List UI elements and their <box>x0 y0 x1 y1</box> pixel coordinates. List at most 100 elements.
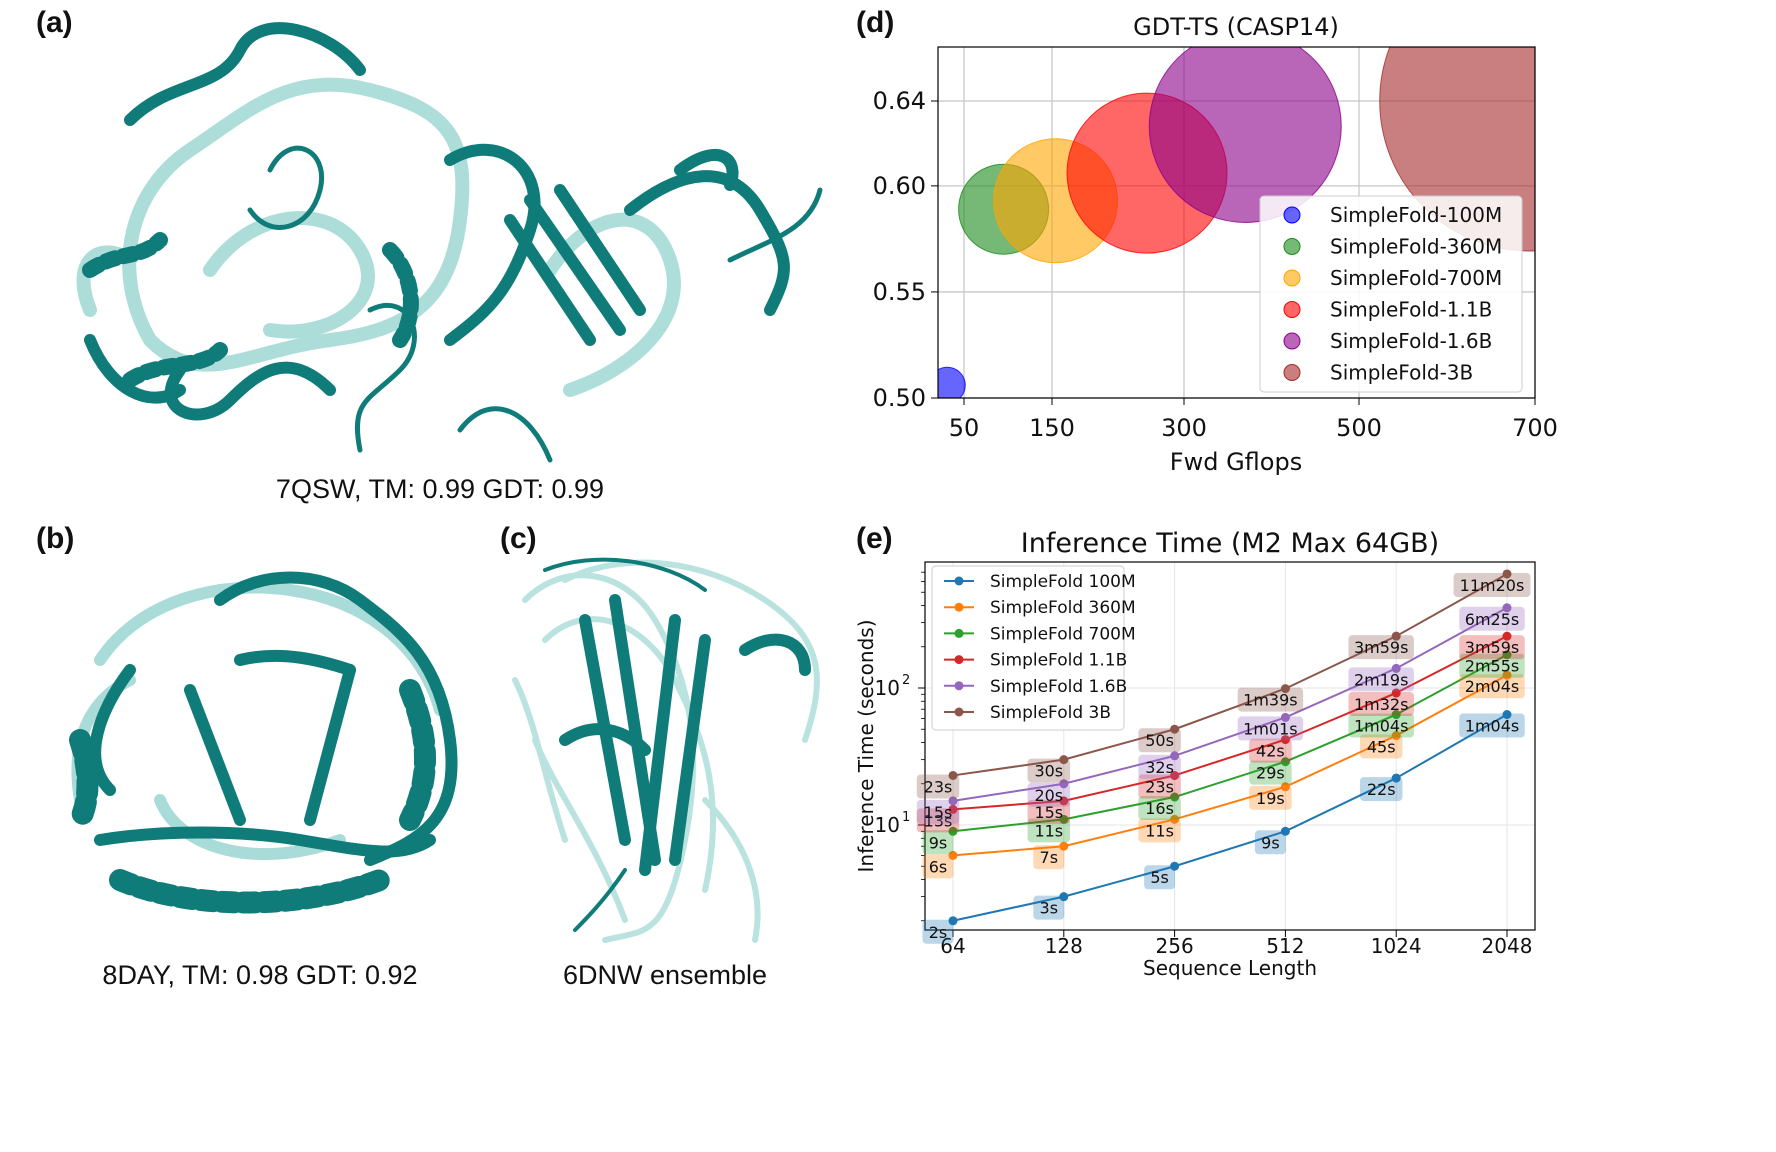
data-point <box>1391 710 1401 720</box>
data-label-text: 32s <box>1145 758 1174 777</box>
data-point <box>1502 631 1512 641</box>
data-point <box>1170 770 1180 780</box>
legend-label-e: SimpleFold 360M <box>990 598 1136 618</box>
legend-marker <box>1283 332 1301 350</box>
legend-marker-e <box>954 655 964 665</box>
legend-marker <box>1283 364 1301 381</box>
data-label-text: 2s <box>929 923 948 942</box>
data-label-text: 6s <box>929 857 948 876</box>
data-label-bg <box>1138 728 1181 753</box>
data-label: 20s <box>1027 782 1071 807</box>
data-label-text: 23s <box>924 777 953 796</box>
legend-marker <box>1283 206 1301 224</box>
y-tick-exponent-e: 2 <box>902 673 910 688</box>
series-line-simplefold-700m <box>952 653 1508 833</box>
data-label-text: 9s <box>929 833 948 852</box>
x-tick-label: 300 <box>1161 414 1207 442</box>
legend-label-e: SimpleFold 1.6B <box>990 677 1127 697</box>
panel-label-b: (b) <box>36 522 75 555</box>
data-point <box>948 826 958 836</box>
data-label-bg <box>1237 687 1304 712</box>
data-label-text: 16s <box>1145 799 1174 818</box>
data-label-text: 3s <box>1040 899 1059 918</box>
legend: SimpleFold-100M SimpleFold-360M SimpleFold… <box>1259 195 1523 393</box>
data-label-text: 3m59s <box>1354 638 1408 657</box>
data-label: 3m59s <box>1348 635 1414 660</box>
data-label-bg <box>1144 865 1176 890</box>
data-label: 15s <box>916 799 960 824</box>
data-label: 3m59s <box>1459 635 1525 660</box>
bubble-simplefold-1.6b <box>1148 47 1342 223</box>
data-label-text: 45s <box>1367 738 1396 757</box>
legend-label-e: SimpleFold 1.1B <box>990 651 1127 671</box>
data-label-bg <box>1027 758 1071 783</box>
data-point <box>948 770 958 780</box>
data-label-text: 1m32s <box>1354 695 1408 714</box>
data-point <box>1059 841 1069 851</box>
data-label-text: 11s <box>1145 821 1174 840</box>
data-label-text: 22s <box>1367 780 1396 799</box>
data-point <box>1502 670 1512 680</box>
data-label: 2m19s <box>1348 667 1414 692</box>
legend-marker-e <box>954 628 964 638</box>
data-label: 23s <box>916 774 960 799</box>
data-label-bg <box>1249 738 1292 763</box>
data-point <box>1059 814 1069 824</box>
data-label: 19s <box>1249 785 1292 810</box>
data-point <box>1502 710 1512 720</box>
y-tick-label-e: 10 <box>875 813 900 837</box>
data-label-text: 11s <box>1034 821 1063 840</box>
data-label-bg <box>1459 653 1525 678</box>
data-label: 42s <box>1249 738 1292 763</box>
data-label: 15s <box>1027 799 1071 824</box>
legend-marker-e <box>954 707 964 717</box>
data-label: 5s <box>1144 865 1176 890</box>
data-label-bg <box>1459 635 1525 660</box>
data-label: 32s <box>1138 754 1181 779</box>
data-label: 16s <box>1138 796 1181 821</box>
data-point <box>1502 650 1512 660</box>
data-point <box>1391 773 1401 783</box>
data-label: 6s <box>922 854 954 879</box>
data-label-bg <box>1249 785 1292 810</box>
data-point <box>948 804 958 814</box>
data-point <box>1391 663 1401 673</box>
data-label-bg <box>1033 845 1065 870</box>
data-label: 2m04s <box>1459 674 1525 699</box>
data-label-bg <box>1459 674 1525 699</box>
data-point <box>1170 792 1180 802</box>
caption-a: 7QSW, TM: 0.99 GDT: 0.99 <box>275 474 605 504</box>
data-label-text: 1m04s <box>1354 717 1408 736</box>
data-label-text: 1m01s <box>1243 719 1297 738</box>
series-line-simplefold-360m <box>952 674 1508 857</box>
data-label-bg <box>1348 691 1414 716</box>
data-point <box>1391 688 1401 698</box>
data-label-bg <box>922 854 954 879</box>
panel-label-a: (a) <box>36 6 73 39</box>
data-label-bg <box>1348 667 1414 692</box>
x-tick-label-e: 64 <box>940 934 965 958</box>
bubble-simplefold-100m <box>938 366 966 398</box>
legend-marker-e <box>954 602 964 612</box>
protein-structure-8day <box>69 571 458 914</box>
data-label-text: 29s <box>1256 764 1285 783</box>
data-label-text: 30s <box>1034 762 1063 781</box>
data-point <box>1280 684 1290 694</box>
data-point <box>1170 724 1180 734</box>
legend-marker <box>1283 269 1301 287</box>
data-label-bg <box>1138 754 1181 779</box>
plot-frame-e <box>924 561 1536 931</box>
data-label: 22s <box>1359 777 1403 802</box>
legend-label: SimpleFold-700M <box>1330 266 1502 290</box>
data-label-bg <box>916 799 960 824</box>
data-label: 11s <box>1138 818 1181 843</box>
data-point <box>1059 796 1069 806</box>
legend-marker-e <box>954 576 964 586</box>
data-label-text: 7s <box>1040 848 1059 867</box>
legend-e: SimpleFold 100M SimpleFold 360M SimpleFold… <box>931 565 1136 731</box>
data-label-bg <box>1254 830 1286 855</box>
y-tick-label-e: 10 <box>875 676 900 700</box>
data-label: 11m20s <box>1453 572 1531 597</box>
data-label-bg <box>1027 799 1071 824</box>
